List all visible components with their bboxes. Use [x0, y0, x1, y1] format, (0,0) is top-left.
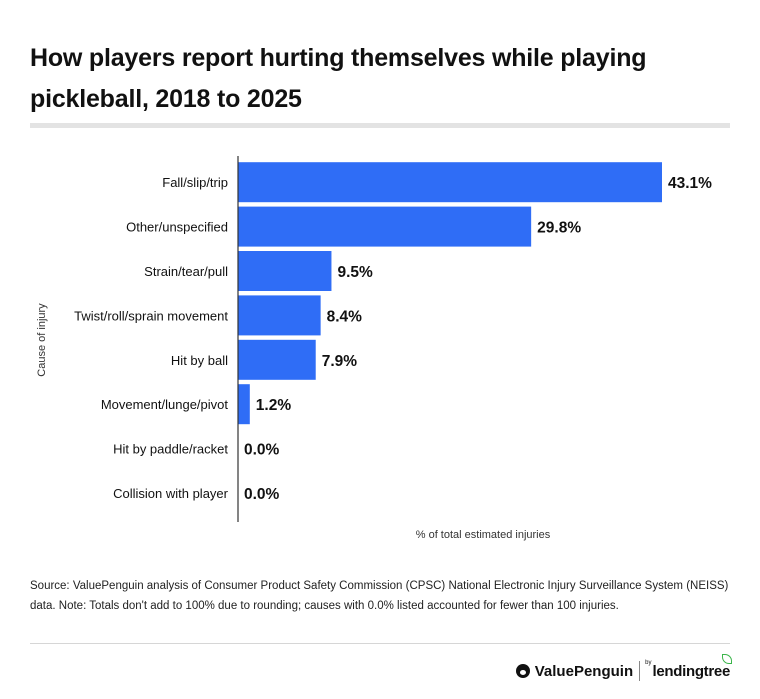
category-label: Strain/tear/pull [144, 264, 228, 279]
footer-divider [30, 643, 730, 644]
data-label: 0.0% [244, 486, 280, 503]
category-label: Twist/roll/sprain movement [74, 308, 228, 323]
bar [238, 251, 332, 291]
bar-chart: Fall/slip/trip 43.1% Other/unspecified 29.8… [36, 156, 712, 541]
category-label: Hit by paddle/racket [113, 442, 228, 457]
x-axis-title: % of total estimated injuries [416, 529, 551, 541]
category-label: Collision with player [113, 486, 229, 501]
data-label: 8.4% [327, 308, 363, 325]
valuepenguin-logo-text: ValuePenguin [534, 662, 634, 680]
logo-separator [639, 661, 641, 681]
data-label: 9.5% [337, 264, 373, 281]
title-divider [30, 123, 730, 128]
data-label: 43.1% [668, 175, 712, 192]
bar [238, 295, 321, 336]
penguin-icon [515, 664, 530, 678]
lendingtree-logo-text: lendingtree [652, 662, 730, 680]
category-label: Fall/slip/trip [162, 175, 228, 190]
chart-title: How players report hurting themselves wh… [30, 44, 647, 113]
y-axis-title: Cause of injury [36, 303, 48, 377]
bar [238, 162, 662, 203]
leaf-icon [722, 653, 732, 664]
by-label: by [645, 660, 652, 666]
source-note: Source: ValuePenguin analysis of Consume… [30, 580, 729, 612]
data-label: 0.0% [244, 442, 280, 459]
data-label: 29.8% [537, 220, 581, 237]
lendingtree-logo: lendingtree [652, 653, 732, 680]
data-label: 7.9% [322, 353, 358, 370]
category-label: Other/unspecified [126, 220, 228, 235]
brand-logos: ValuePenguin by lendingtree [515, 653, 732, 681]
category-label: Hit by ball [171, 353, 228, 368]
data-label: 1.2% [256, 397, 292, 414]
bar [238, 384, 250, 425]
bar [238, 206, 532, 247]
bar [238, 339, 316, 380]
category-label: Movement/lunge/pivot [101, 397, 229, 412]
